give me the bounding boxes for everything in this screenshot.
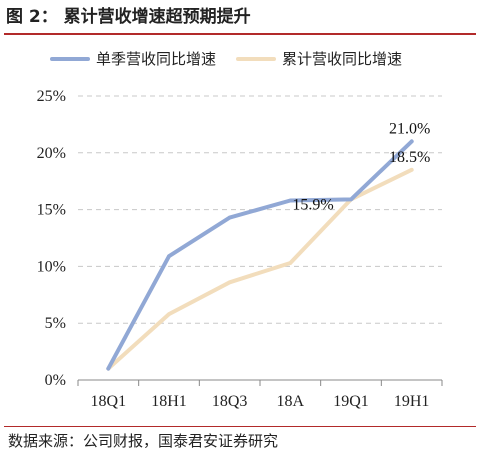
series-line-1 bbox=[106, 139, 414, 371]
y-tick-label: 0% bbox=[45, 372, 66, 389]
series-1-point bbox=[409, 139, 414, 144]
x-tick-label: 18Q1 bbox=[91, 393, 127, 410]
data-labels: 21.0% 18.5% 15.9% bbox=[292, 120, 430, 213]
title-rule bbox=[4, 33, 476, 35]
y-tick-label: 5% bbox=[45, 315, 66, 332]
series-lines bbox=[106, 139, 414, 371]
series-1-point bbox=[167, 254, 171, 258]
series-1-point bbox=[349, 197, 353, 202]
legend-label-1: 单季营收同比增速 bbox=[96, 50, 216, 68]
y-tick-label: 20% bbox=[37, 145, 66, 162]
x-tick-label: 19Q1 bbox=[333, 393, 369, 410]
data-label: 21.0% bbox=[389, 120, 430, 137]
y-tick-label: 15% bbox=[37, 202, 66, 219]
legend-label-2: 累计营收同比增速 bbox=[282, 50, 402, 68]
legend: 单季营收同比增速 累计营收同比增速 bbox=[50, 50, 402, 68]
x-tick-label: 18A bbox=[277, 393, 305, 410]
series-line-2 bbox=[106, 167, 414, 371]
series-2-point bbox=[167, 312, 171, 316]
series-2-point bbox=[288, 261, 293, 265]
source-note: 数据来源：公司财报，国泰君安证券研究 bbox=[8, 432, 279, 450]
x-tick-label: 19H1 bbox=[394, 393, 430, 410]
series-2-point bbox=[227, 280, 232, 285]
series-1-point bbox=[106, 366, 111, 371]
y-tick-label: 25% bbox=[37, 88, 66, 105]
series-2-point bbox=[409, 168, 414, 172]
x-tick-label: 18H1 bbox=[151, 393, 187, 410]
x-tick-label: 18Q3 bbox=[212, 393, 248, 410]
axes: 0% 5% 10% 15% 20% 25% 18Q1 18H1 18Q3 18A 19Q1 19H1 bbox=[37, 88, 443, 410]
series-1-point bbox=[288, 198, 293, 203]
data-label: 18.5% bbox=[389, 149, 430, 166]
series-1-point bbox=[227, 215, 232, 220]
figure-title: 图 2： 累计营收增速超预期提升 bbox=[6, 7, 251, 27]
data-label: 15.9% bbox=[292, 196, 333, 213]
y-tick-label: 10% bbox=[37, 258, 66, 275]
line-chart: 单季营收同比增速 累计营收同比增速 0% 5% 10% 15% 20% 25% 18Q1 18H… bbox=[37, 50, 443, 410]
source-rule bbox=[4, 426, 476, 427]
